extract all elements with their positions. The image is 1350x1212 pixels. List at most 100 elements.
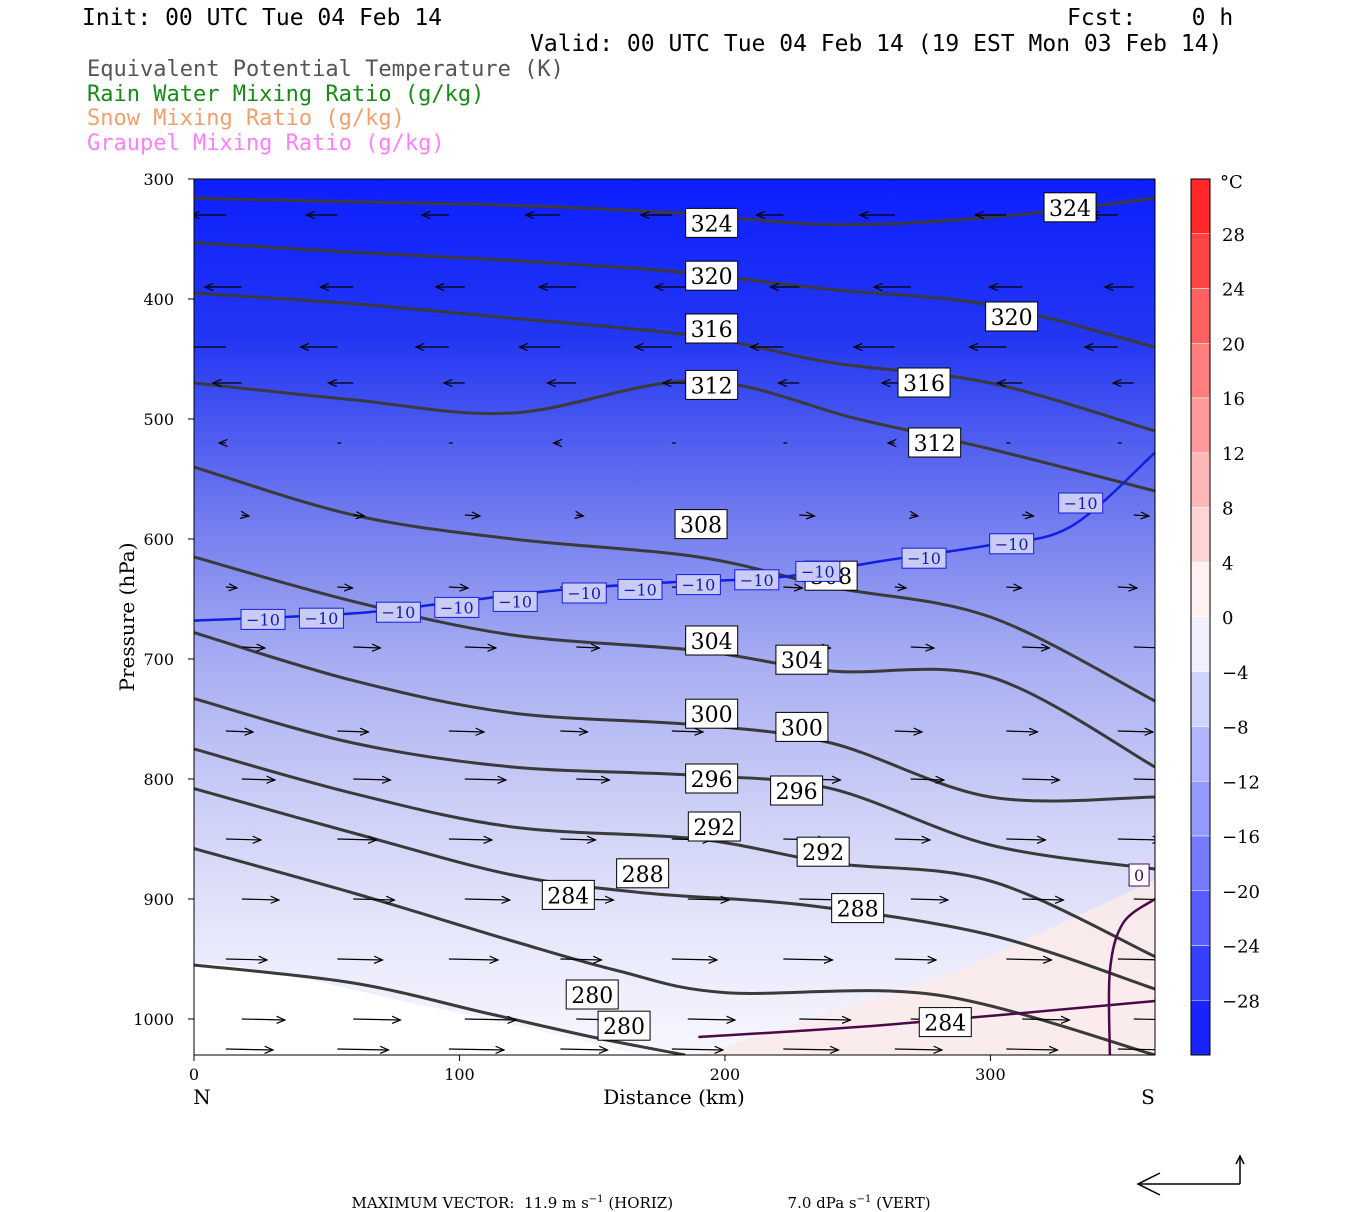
wind-vector (225, 731, 253, 732)
wind-vector (225, 1049, 273, 1050)
x-axis-label: Distance (km) (603, 1085, 745, 1109)
colorbar-unit: °C (1220, 172, 1243, 193)
theta-e-label: 312 (914, 432, 956, 457)
wind-vector (1117, 1048, 1155, 1051)
y-tick-label: 400 (143, 290, 174, 309)
max-vector-key (1136, 1154, 1245, 1196)
wind-vector (1022, 1019, 1069, 1020)
theta-e-label: 284 (924, 1012, 966, 1037)
wind-vector (448, 839, 492, 840)
wind-vector (353, 779, 390, 780)
colorbar-tick-label: −8 (1222, 718, 1249, 739)
isotherm-label: −10 (1064, 494, 1098, 513)
isotherm-label-box (492, 590, 538, 612)
theta-e-label-box (687, 811, 741, 842)
wind-vector (1133, 1018, 1155, 1021)
max-vector-prefix: MAXIMUM VECTOR: (351, 1194, 515, 1212)
theta-e-label: 324 (1049, 197, 1091, 222)
isotherm-label-box (675, 574, 721, 596)
wind-vector (910, 779, 944, 780)
theta-e-label-box (775, 711, 829, 742)
theta-e-label-box (918, 1007, 972, 1038)
max-vector-horiz-value: 11.9 m s (523, 1194, 589, 1212)
colorbar (1190, 178, 1211, 1056)
wind-vector (894, 959, 936, 960)
colorbar-segment (1190, 343, 1211, 399)
x-end-label-south: S (1141, 1085, 1155, 1109)
theta-e-label-box (685, 763, 739, 794)
isotherm-label: −10 (498, 592, 532, 611)
wind-vector (225, 839, 261, 840)
zero-isotherm-label: 0 (1134, 866, 1144, 885)
isotherm-label: −10 (995, 535, 1029, 554)
wind-vector (576, 779, 609, 780)
colorbar-tick-label: 24 (1222, 280, 1245, 301)
wind-vector (1022, 779, 1059, 780)
wind-vector (1006, 1049, 1057, 1050)
isotherm-zero (698, 897, 1155, 1055)
colorbar-segment (1190, 288, 1211, 344)
wind-vector (464, 779, 506, 780)
colorbar-segment (1190, 726, 1211, 782)
theta-e-label: 304 (781, 649, 823, 674)
wind-vector (1133, 898, 1155, 901)
wind-vector (894, 1049, 942, 1050)
theta-e-label-box (685, 369, 739, 400)
theta-e-label: 304 (691, 630, 733, 655)
colorbar-segment (1190, 178, 1211, 234)
theta-e-label-box (685, 207, 739, 238)
y-tick-label: 900 (143, 890, 174, 909)
colorbar-frame (1190, 178, 1211, 1056)
theta-e-label-box (597, 1010, 651, 1041)
theta-e-label-box (616, 858, 670, 889)
theta-e-label-box (831, 893, 885, 924)
wind-vector (783, 1049, 838, 1050)
wind-vector (910, 899, 948, 900)
wind-vector (337, 839, 376, 840)
isotherm-label: −10 (740, 571, 774, 590)
max-vector-vert-suffix: (VERT) (876, 1194, 931, 1212)
colorbar-segment (1190, 781, 1211, 837)
wind-vector (1006, 959, 1051, 960)
wind-vector (910, 647, 934, 648)
wind-vector (1006, 587, 1021, 588)
colorbar-segment (1190, 890, 1211, 946)
isotherm-label: −10 (623, 580, 657, 599)
isotherm-label-box (240, 608, 286, 630)
wind-vector (241, 1019, 285, 1020)
colorbar-tick-label: 20 (1222, 334, 1245, 355)
wind-vector (353, 515, 364, 516)
y-tick-label: 300 (143, 170, 174, 189)
theta-e-label-box (565, 979, 619, 1010)
y-tick-label: 800 (143, 770, 174, 789)
legend-graupel: Graupel Mixing Ratio (g/kg) (87, 131, 445, 156)
wind-vector (671, 731, 703, 732)
isotherm-label: −10 (305, 609, 339, 628)
theta-e-label-box (685, 698, 739, 729)
theta-e-label-box (685, 625, 739, 656)
isotherm-label: −10 (682, 576, 716, 595)
wind-vector (799, 1019, 850, 1020)
wind-vector (337, 959, 382, 960)
wind-vector (1117, 958, 1155, 961)
theta-e-label: 284 (547, 884, 589, 909)
isotherm-label: −10 (801, 562, 835, 581)
x-tick-label: 300 (975, 1065, 1006, 1084)
wind-vector (576, 515, 583, 516)
theta-e-label-box (674, 509, 728, 540)
wind-vector (894, 587, 906, 588)
theta-e-label-box (685, 313, 739, 344)
colorbar-segment (1190, 562, 1211, 618)
theta-e-contour-288 (194, 787, 1155, 991)
zero-isotherm-label-box (1128, 863, 1150, 887)
x-tick-label: 100 (444, 1065, 475, 1084)
max-vector-horiz-suffix: (HORIZ) (608, 1194, 674, 1212)
colorbar-segment (1190, 671, 1211, 727)
colorbar-segment (1190, 233, 1211, 289)
isotherm-label-box (375, 601, 421, 623)
theta-e-label-box (685, 260, 739, 291)
forecast-hour: Fcst: 0 h (1067, 5, 1234, 31)
isotherm-label: −10 (382, 603, 416, 622)
theta-e-label: 324 (691, 212, 733, 237)
theta-e-label: 308 (680, 514, 722, 539)
